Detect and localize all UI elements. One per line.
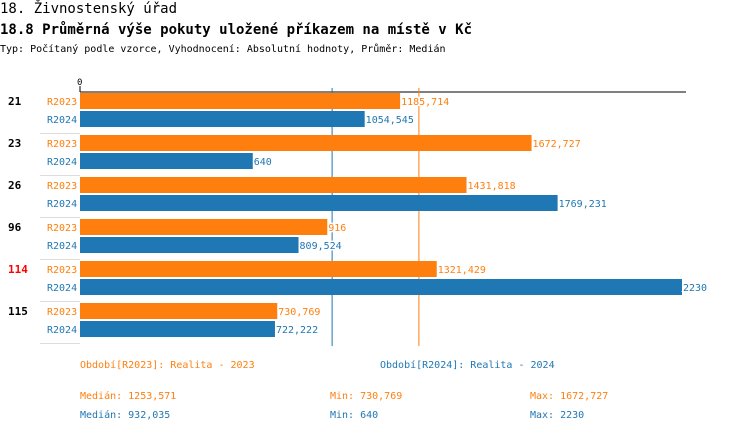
bar-114-r2023 (80, 261, 437, 277)
chart-type-line: Typ: Počítaný podle vzorce, Vyhodnocení:… (0, 44, 446, 55)
legend-r2023: Období[R2023]: Realita - 2023 (80, 360, 255, 371)
bar-96-r2024 (80, 237, 299, 253)
stat-r2023-median: Medián: 1253,571 (80, 391, 177, 402)
value-label-23-r2023: 1672,727 (533, 139, 581, 150)
bar-23-r2024 (80, 153, 253, 169)
chart-title: 18.8 Průměrná výše pokuty uložené příkaz… (0, 22, 473, 38)
value-label-114-r2024: 2230 (683, 283, 707, 294)
value-label-26-r2024: 1769,231 (559, 199, 607, 210)
category-label-23: 23 (8, 137, 21, 150)
value-label-114-r2023: 1321,429 (438, 265, 486, 276)
category-label-115: 115 (8, 305, 28, 318)
bar-115-r2024 (80, 321, 275, 337)
value-label-115-r2024: 722,222 (276, 325, 318, 336)
series-label-r2024: R2024 (47, 157, 77, 168)
series-label-r2023: R2023 (47, 307, 77, 318)
series-label-r2024: R2024 (47, 199, 77, 210)
value-label-21-r2023: 1185,714 (401, 97, 449, 108)
value-label-26-r2023: 1431,818 (468, 181, 516, 192)
value-label-115-r2023: 730,769 (278, 307, 320, 318)
stat-r2023-max: Max: 1672,727 (530, 391, 609, 402)
bar-114-r2024 (80, 279, 682, 295)
bar-115-r2023 (80, 303, 278, 319)
category-label-96: 96 (8, 221, 22, 234)
bar-21-r2023 (80, 93, 401, 109)
legend-r2024: Období[R2024]: Realita - 2024 (380, 360, 555, 371)
section-title: 18. Živnostenský úřad (0, 1, 178, 17)
bar-chart: 0 21 R2023 1185,714 R2024 1054,545 23 R2023 1672… (8, 78, 709, 346)
value-label-96-r2024: 809,524 (300, 241, 342, 252)
category-label-114: 114 (8, 263, 28, 276)
series-label-r2024: R2024 (47, 241, 77, 252)
value-label-23-r2024: 640 (254, 157, 272, 168)
series-label-r2024: R2024 (47, 283, 77, 294)
stat-r2023-min: Min: 730,769 (330, 391, 403, 402)
series-label-r2023: R2023 (47, 181, 77, 192)
category-label-26: 26 (8, 179, 22, 192)
bar-26-r2023 (80, 177, 467, 193)
bar-96-r2023 (80, 219, 328, 235)
stat-r2024-max: Max: 2230 (530, 410, 585, 421)
axis-zero-label: 0 (77, 78, 82, 88)
bar-21-r2024 (80, 111, 365, 127)
value-label-96-r2023: 916 (328, 223, 346, 234)
stat-r2024-min: Min: 640 (330, 410, 379, 421)
series-label-r2024: R2024 (47, 325, 77, 336)
series-label-r2023: R2023 (47, 97, 77, 108)
series-label-r2023: R2023 (47, 139, 77, 150)
category-label-21: 21 (8, 95, 22, 108)
series-label-r2023: R2023 (47, 223, 77, 234)
series-label-r2023: R2023 (47, 265, 77, 276)
median-lines (331, 88, 420, 346)
stat-r2024-median: Medián: 932,035 (80, 410, 171, 421)
series-label-r2024: R2024 (47, 115, 77, 126)
bar-26-r2024 (80, 195, 558, 211)
value-label-21-r2024: 1054,545 (366, 115, 414, 126)
bar-23-r2023 (80, 135, 532, 151)
